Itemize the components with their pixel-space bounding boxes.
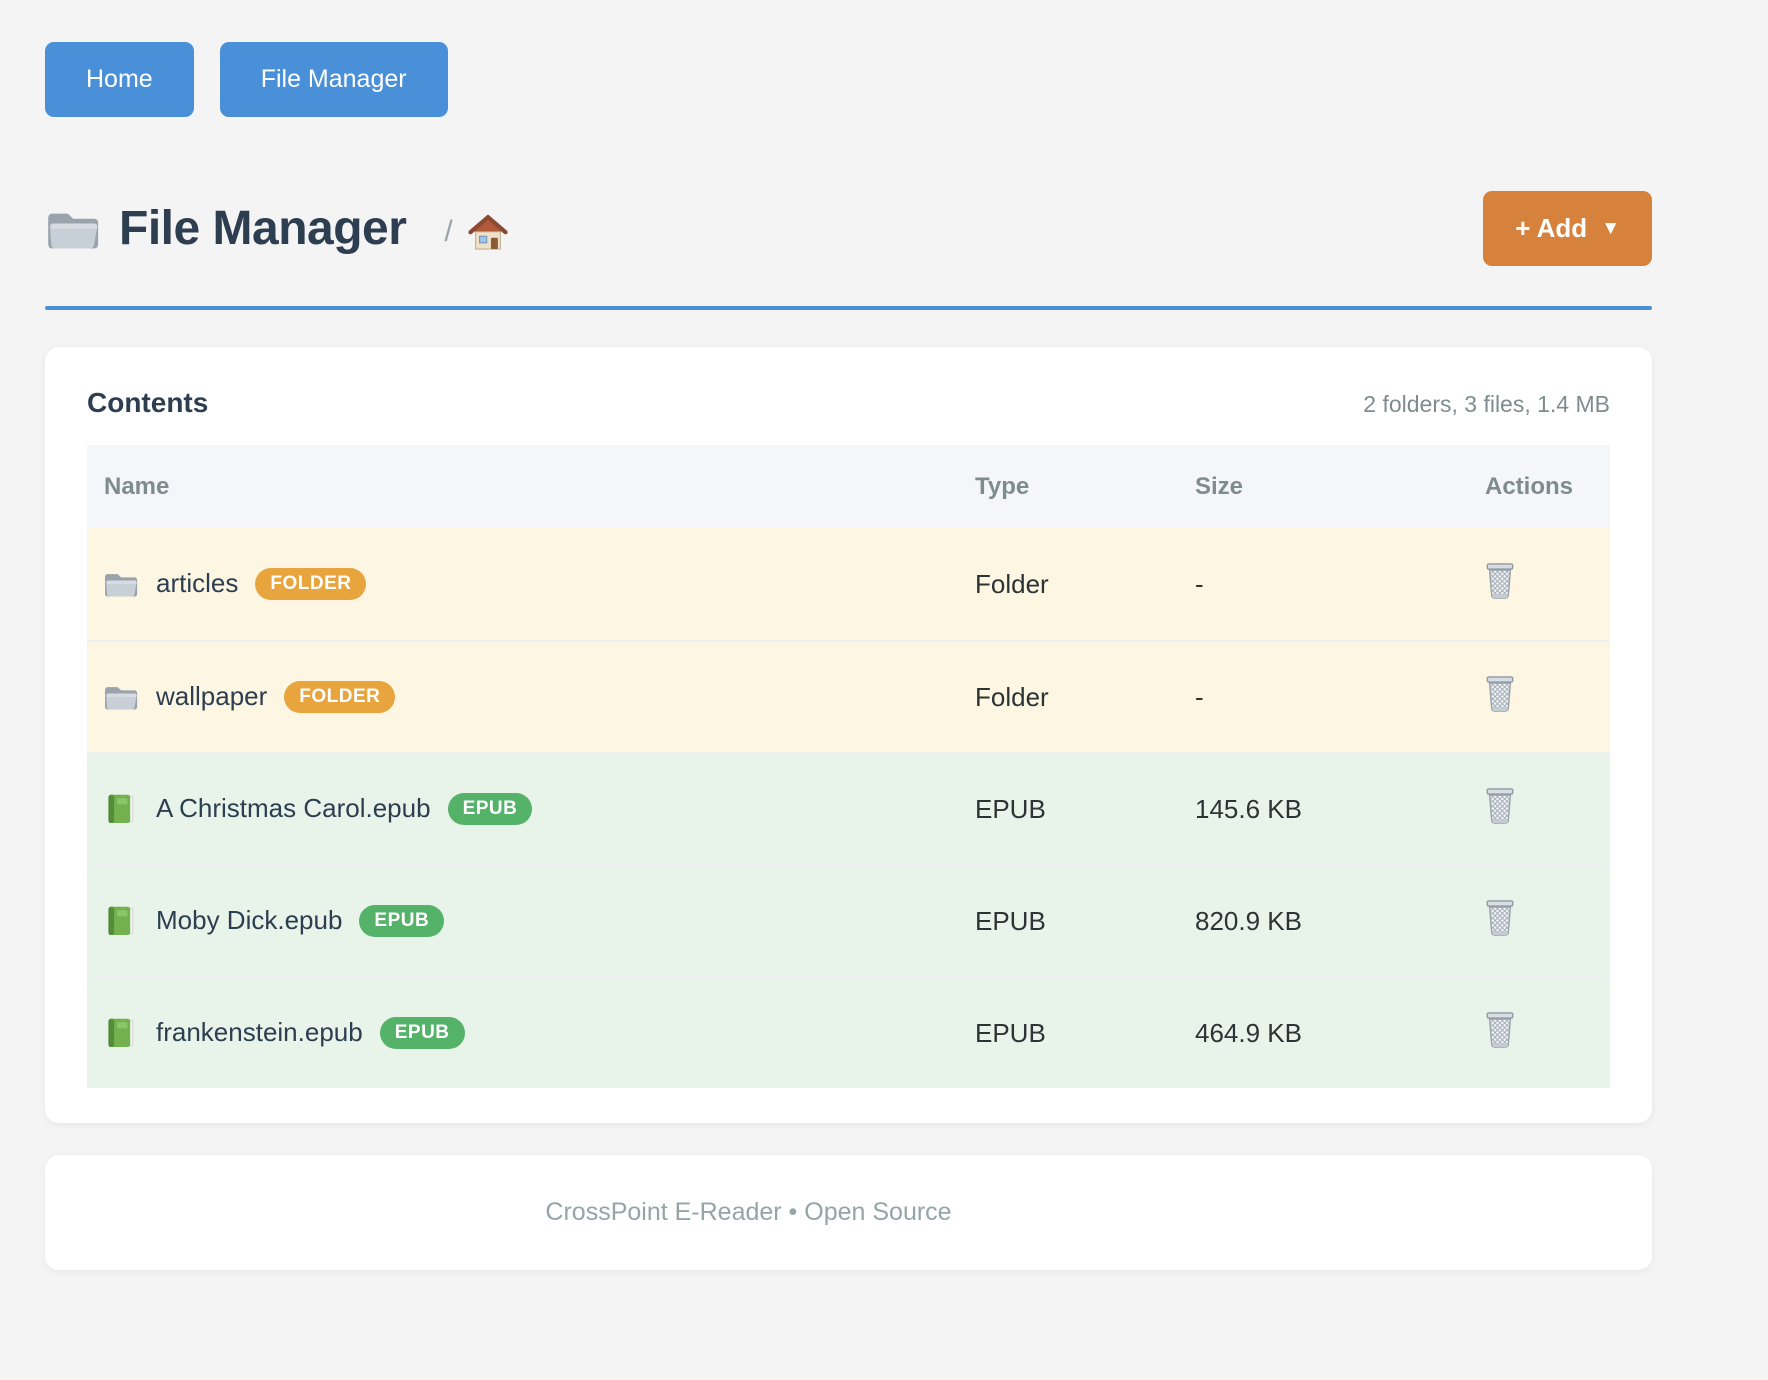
column-header-actions: Actions: [1485, 472, 1574, 500]
table-row: articles FOLDER Folder -: [87, 528, 1610, 640]
folder-icon: [48, 213, 99, 249]
column-header-size: Size: [1195, 472, 1244, 500]
page-container: Home File Manager File Manager / + Add ▼…: [45, 0, 1652, 1270]
file-name[interactable]: frankenstein.epub: [156, 1017, 363, 1048]
file-name-cell[interactable]: Moby Dick.epub EPUB: [87, 904, 958, 938]
contents-heading: Contents: [87, 387, 209, 418]
title-divider: [45, 306, 1652, 310]
file-name-cell[interactable]: A Christmas Carol.epub EPUB: [87, 792, 958, 826]
file-size: -: [1195, 568, 1204, 599]
table-header-row: Name Type Size Actions: [87, 445, 1610, 528]
file-name[interactable]: Moby Dick.epub: [156, 905, 343, 936]
trash-icon: [1486, 1011, 1514, 1048]
title-group: File Manager /: [45, 201, 1483, 256]
file-type: EPUB: [975, 1017, 1046, 1048]
file-type: EPUB: [975, 905, 1046, 936]
file-name[interactable]: A Christmas Carol.epub: [156, 793, 431, 824]
trash-icon: [1486, 787, 1514, 824]
home-button[interactable]: Home: [45, 42, 194, 117]
page-title: File Manager: [119, 202, 407, 255]
table-row: Moby Dick.epub EPUB EPUB 820.9 KB: [87, 864, 1610, 976]
delete-button[interactable]: [1483, 787, 1517, 825]
file-manager-button[interactable]: File Manager: [219, 42, 448, 117]
file-name-cell[interactable]: frankenstein.epub EPUB: [87, 1016, 958, 1050]
book-icon: [107, 794, 134, 824]
footer-card: CrossPoint E-Reader • Open Source: [45, 1155, 1652, 1270]
file-type: Folder: [975, 568, 1049, 599]
add-button[interactable]: + Add ▼: [1483, 191, 1652, 266]
trash-icon: [1486, 899, 1514, 936]
table-row: A Christmas Carol.epub EPUB EPUB 145.6 K…: [87, 752, 1610, 864]
add-button-label: + Add: [1515, 213, 1588, 243]
epub-badge: EPUB: [379, 1016, 465, 1050]
folder-badge: FOLDER: [255, 567, 367, 601]
book-icon: [107, 1018, 134, 1048]
file-name[interactable]: wallpaper: [156, 681, 268, 712]
delete-button[interactable]: [1483, 675, 1517, 713]
delete-button[interactable]: [1483, 899, 1517, 937]
table-row: wallpaper FOLDER Folder -: [87, 640, 1610, 752]
delete-button[interactable]: [1483, 1011, 1517, 1049]
epub-badge: EPUB: [359, 904, 445, 938]
file-name-cell[interactable]: articles FOLDER: [87, 567, 958, 601]
contents-card-header: Contents 2 folders, 3 files, 1.4 MB: [87, 387, 1610, 419]
file-type: EPUB: [975, 793, 1046, 824]
trash-icon: [1486, 675, 1514, 712]
book-icon: [107, 906, 134, 936]
caret-down-icon: ▼: [1601, 217, 1620, 239]
page-header: File Manager / + Add ▼: [45, 191, 1652, 266]
file-size: 145.6 KB: [1195, 793, 1302, 824]
trash-icon: [1486, 562, 1514, 599]
top-nav: Home File Manager: [45, 0, 1652, 117]
file-name[interactable]: articles: [156, 568, 239, 599]
file-name-cell[interactable]: wallpaper FOLDER: [87, 680, 958, 714]
breadcrumb-separator: /: [444, 214, 453, 248]
file-type: Folder: [975, 681, 1049, 712]
epub-badge: EPUB: [447, 792, 533, 826]
column-header-type: Type: [975, 472, 1030, 500]
file-size: 464.9 KB: [1195, 1017, 1302, 1048]
footer-text: CrossPoint E-Reader • Open Source: [545, 1198, 952, 1226]
delete-button[interactable]: [1483, 562, 1517, 600]
contents-card: Contents 2 folders, 3 files, 1.4 MB Name…: [45, 347, 1652, 1123]
file-size: 820.9 KB: [1195, 905, 1302, 936]
folder-icon: [105, 574, 138, 597]
home-breadcrumb-icon[interactable]: [467, 214, 509, 252]
table-row: frankenstein.epub EPUB EPUB 464.9 KB: [87, 976, 1610, 1088]
file-table: Name Type Size Actions articles FOLDER F…: [87, 445, 1610, 1088]
folder-icon: [105, 687, 138, 710]
contents-summary: 2 folders, 3 files, 1.4 MB: [1363, 391, 1610, 417]
file-size: -: [1195, 681, 1204, 712]
column-header-name: Name: [104, 472, 170, 500]
folder-badge: FOLDER: [284, 680, 396, 714]
